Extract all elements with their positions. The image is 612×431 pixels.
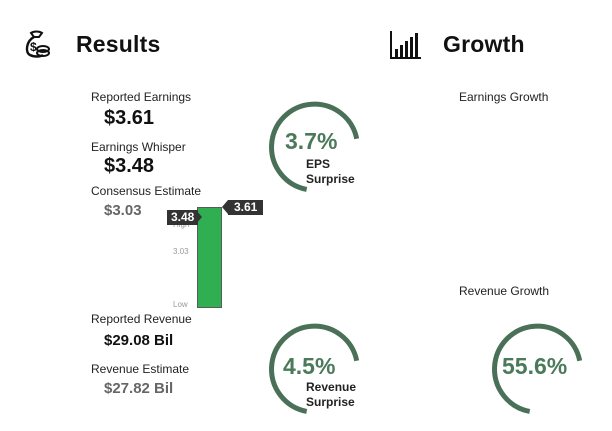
- eps-surprise-percent: 3.7%: [285, 128, 338, 154]
- growth-title: Growth: [443, 31, 525, 57]
- consensus-estimate-value: $3.03: [104, 202, 142, 219]
- earnings-whisper-label: Earnings Whisper: [91, 140, 186, 154]
- reported-revenue-value: $29.08 Bil: [104, 332, 174, 349]
- reported-earnings-label: Reported Earnings: [91, 90, 192, 104]
- whisper-flag-pointer: [196, 210, 202, 224]
- revenue-growth-percent: 55.6%: [502, 353, 568, 379]
- revenue-estimate-label: Revenue Estimate: [91, 362, 190, 376]
- reported-earnings-value: $3.61: [104, 107, 155, 129]
- revenue-growth-label: Revenue Growth: [459, 284, 550, 298]
- actual-flag-pointer: [222, 200, 228, 214]
- eps-surprise-caption-1: EPS: [306, 157, 331, 171]
- revenue-surprise-gauge-arc: [269, 323, 360, 414]
- money-bag-icon: $: [22, 29, 52, 59]
- earnings-range-bar: [197, 207, 222, 308]
- range-mid-label: 3.03: [173, 247, 189, 256]
- bar-chart-icon: [389, 29, 423, 61]
- eps-surprise-caption-2: Surprise: [306, 172, 355, 186]
- eps-surprise-gauge-arc: [269, 101, 360, 192]
- actual-flag-value: 3.61: [228, 200, 264, 215]
- revenue-surprise-caption-1: Revenue: [306, 380, 357, 394]
- range-low-label: Low: [173, 300, 188, 309]
- svg-text:$: $: [30, 40, 37, 54]
- whisper-flag-value: 3.48: [167, 210, 199, 225]
- revenue-surprise-percent: 4.5%: [283, 353, 336, 379]
- actual-flag: 3.61: [228, 200, 264, 215]
- results-title: Results: [76, 31, 161, 57]
- revenue-growth-gauge-arc: [492, 323, 583, 414]
- earnings-growth-label: Earnings Growth: [459, 90, 549, 104]
- revenue-estimate-value: $27.82 Bil: [104, 380, 174, 397]
- consensus-estimate-label: Consensus Estimate: [91, 184, 202, 198]
- reported-revenue-label: Reported Revenue: [91, 312, 192, 326]
- earnings-whisper-value: $3.48: [104, 155, 155, 177]
- whisper-flag: 3.48: [167, 210, 199, 225]
- revenue-surprise-caption-2: Surprise: [306, 395, 355, 409]
